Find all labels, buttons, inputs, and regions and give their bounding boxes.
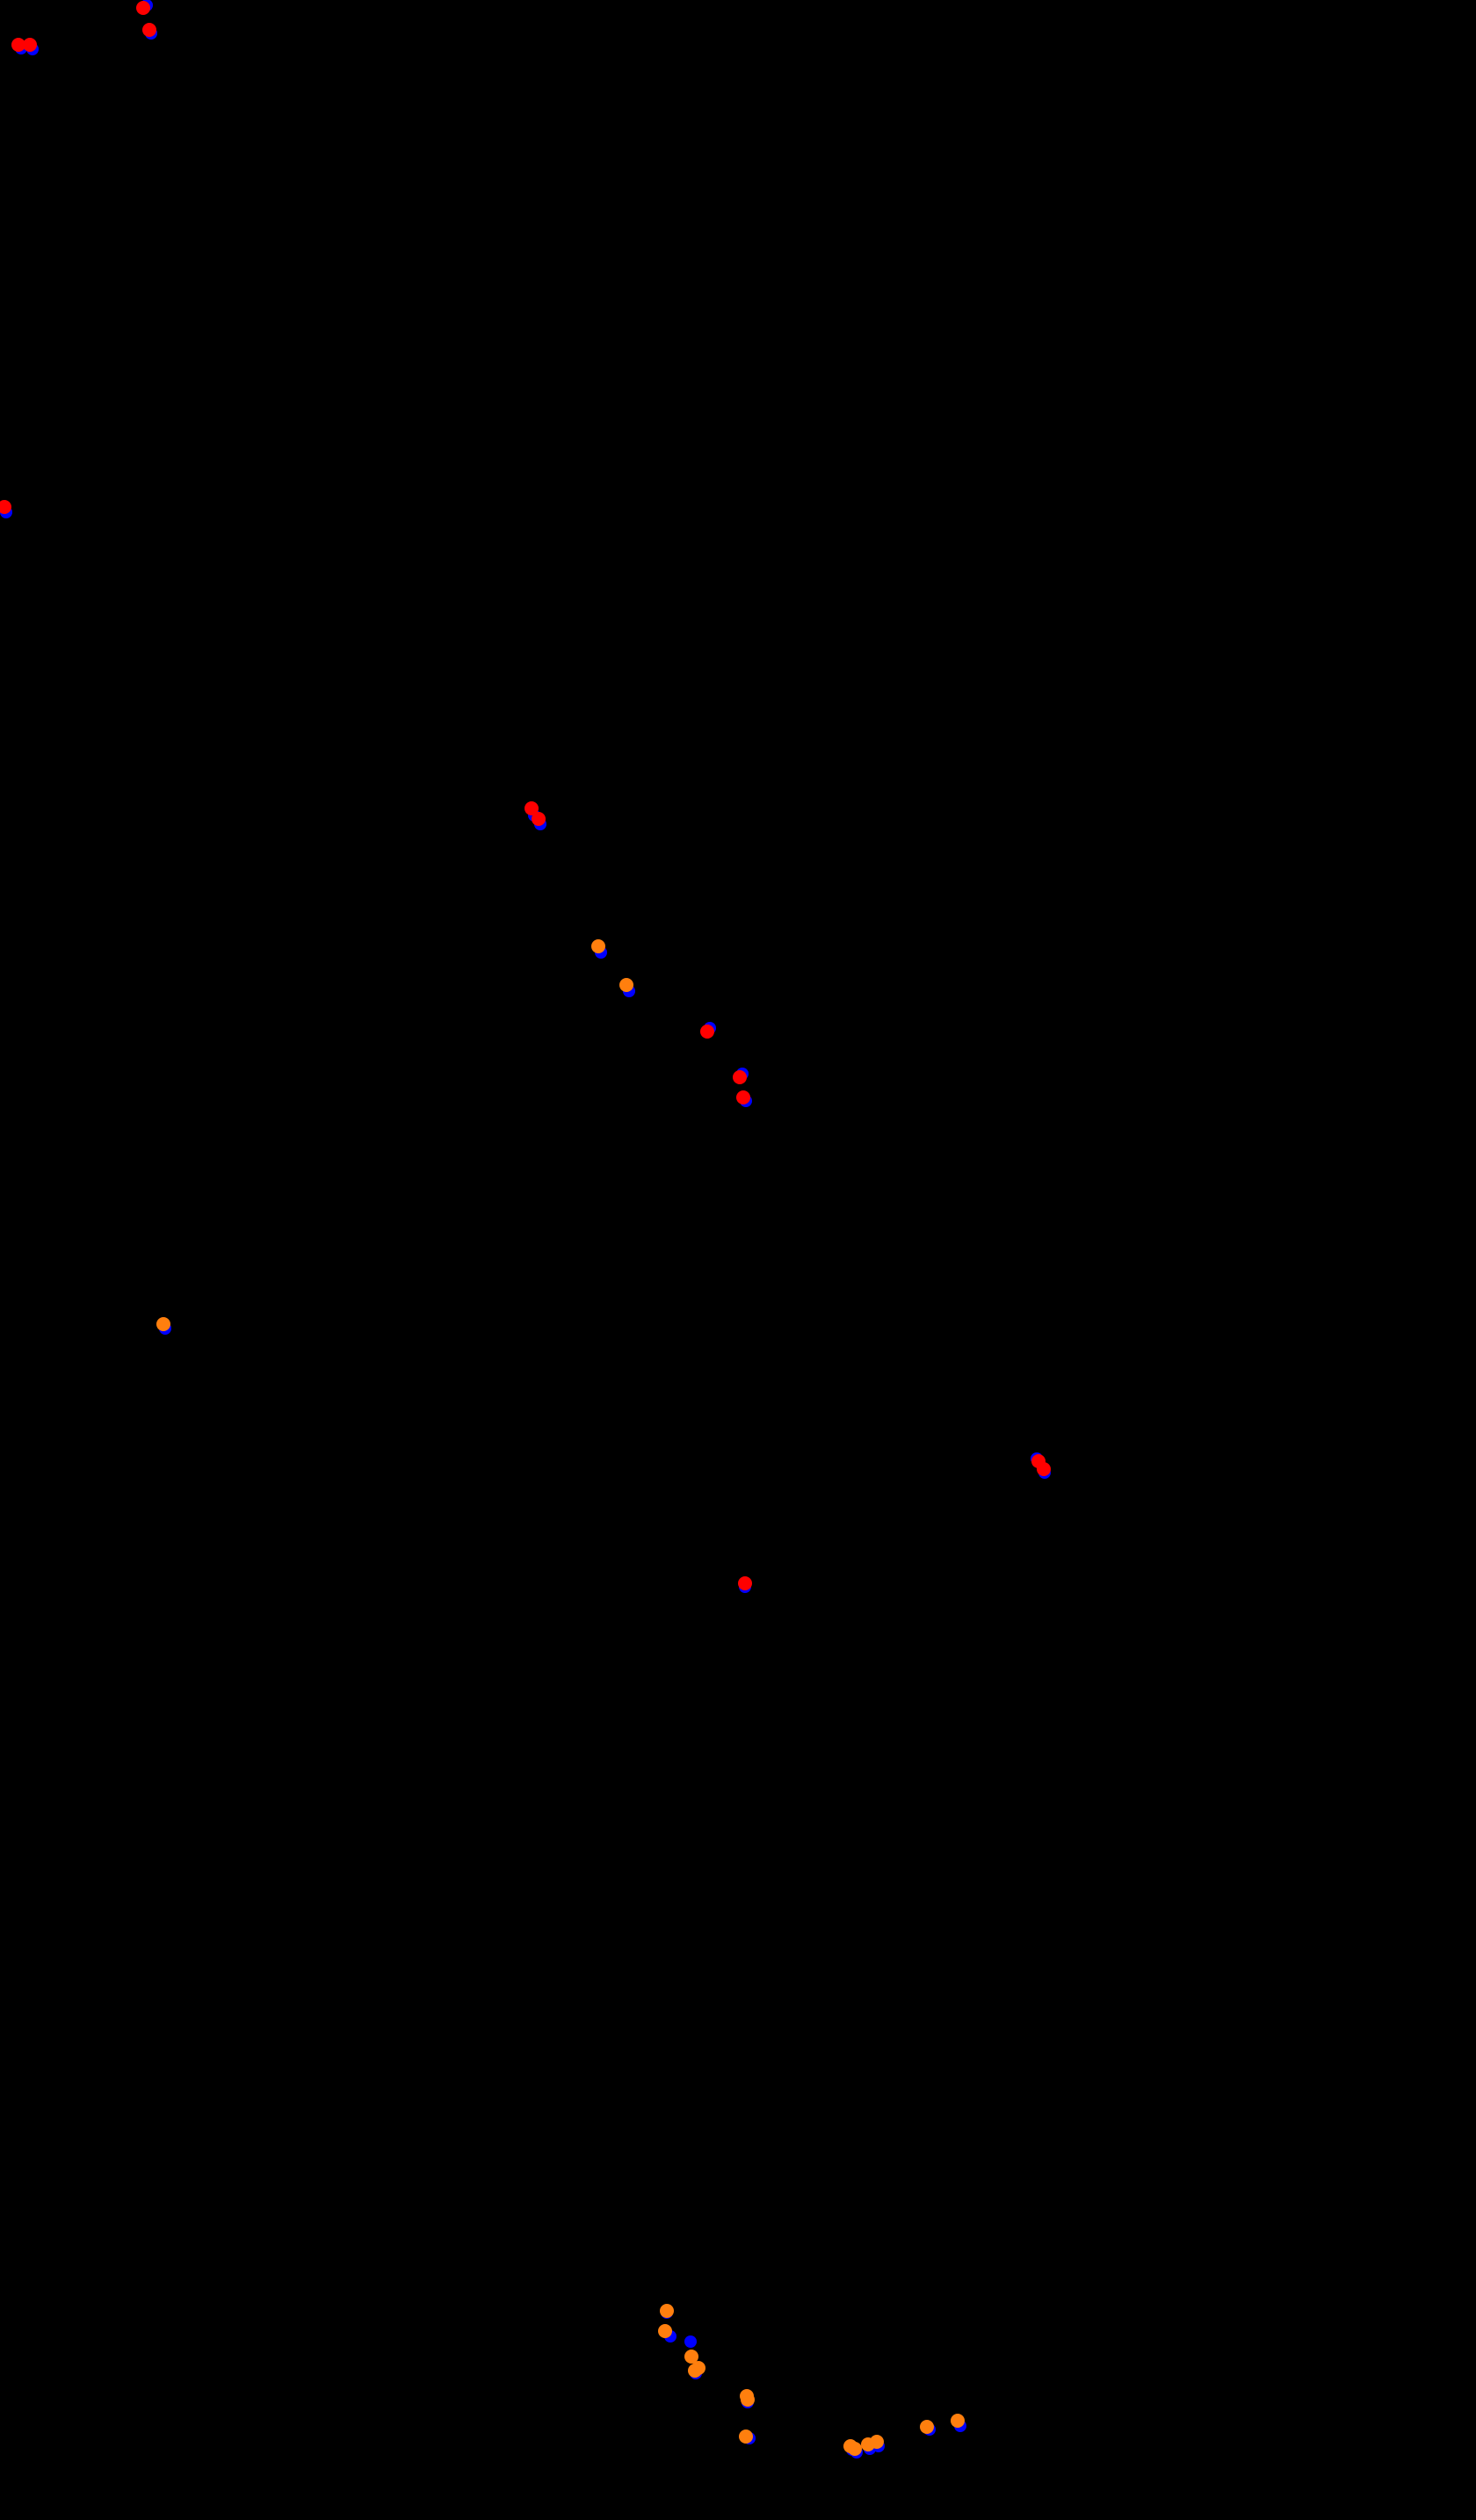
detection-marker [1037,1462,1051,1476]
prediction-marker [684,2335,697,2348]
detection-marker [951,2414,965,2428]
detection-marker [688,2364,702,2378]
detection-marker [920,2420,934,2434]
detection-marker [700,1025,714,1039]
detection-marker [660,2304,674,2318]
detection-marker [733,1070,747,1084]
detection-marker [684,2350,698,2364]
detection-marker [736,1090,750,1104]
detection-marker [136,1,150,15]
detection-marker [591,939,605,953]
detection-marker [532,812,546,826]
detection-marker [142,23,156,37]
detection-marker [23,38,37,52]
detection-marker [848,2442,862,2456]
detection-marker [658,2324,672,2338]
detection-marker [741,2393,755,2407]
detection-marker [870,2435,884,2449]
detection-marker [156,1317,170,1331]
detection-marker [739,2429,753,2444]
detection-marker [0,500,11,514]
detection-marker [11,38,25,52]
detection-marker [738,1576,752,1590]
detection-marker [619,978,633,992]
